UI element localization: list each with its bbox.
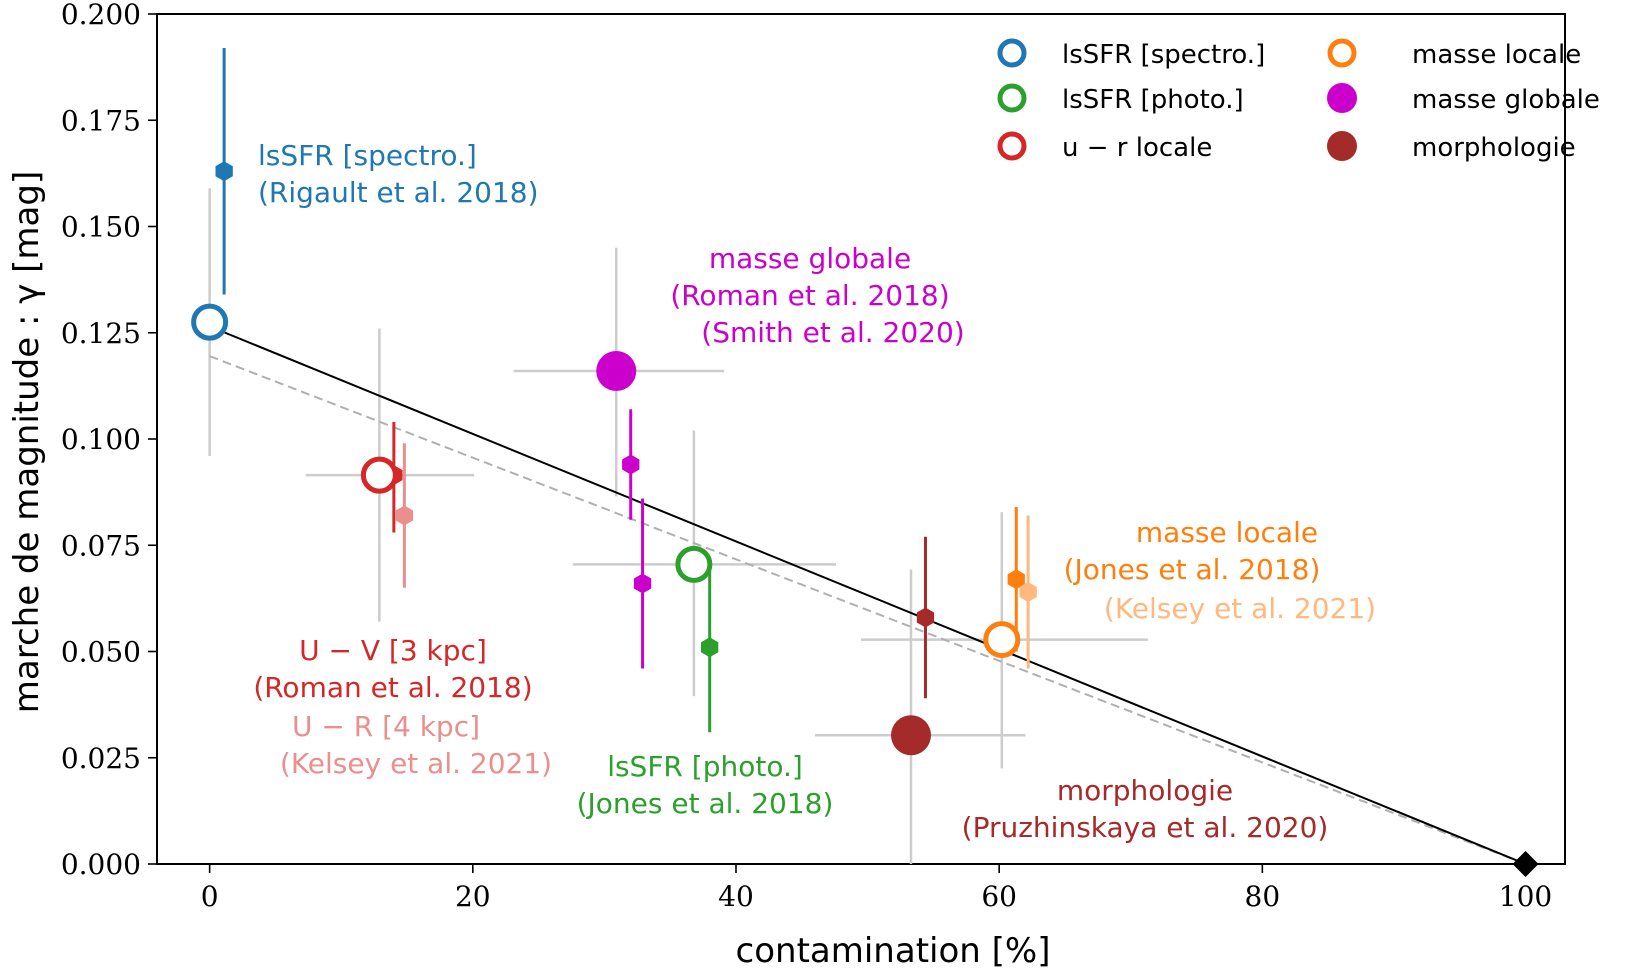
annotation-text: lsSFR [photo.] — [607, 750, 803, 783]
annotation-text: (Kelsey et al. 2021) — [1104, 592, 1376, 625]
main-point — [191, 303, 229, 341]
x-tick-label: 100 — [1499, 880, 1552, 913]
main-point — [983, 621, 1021, 659]
annotation-text: (Jones et al. 2018) — [1064, 553, 1321, 586]
annotation-text: (Jones et al. 2018) — [577, 787, 834, 820]
y-tick-label: 0.200 — [61, 0, 141, 31]
legend-marker — [1327, 38, 1357, 68]
x-axis-label: contamination [%] — [736, 931, 1051, 971]
study-point — [395, 505, 413, 526]
annotation-text: (Kelsey et al. 2021) — [280, 747, 552, 780]
x-tick-label: 0 — [201, 880, 219, 913]
study-point — [622, 454, 640, 475]
study-point — [633, 573, 652, 594]
y-axis-label: marche de magnitude : γ [mag] — [7, 171, 47, 713]
legend-label: masse globale — [1412, 85, 1600, 115]
legend-label: morphologie — [1412, 133, 1576, 163]
legend-label: u − r locale — [1062, 133, 1212, 163]
anchor-point — [1512, 851, 1539, 877]
legend-label: lsSFR [spectro.] — [1062, 40, 1265, 70]
legend-marker — [997, 38, 1027, 68]
y-tick-label: 0.175 — [61, 104, 141, 137]
annotation-text: morphologie — [1057, 774, 1233, 807]
study-point — [916, 607, 935, 628]
study-point — [215, 161, 233, 182]
annotation-text: masse globale — [709, 242, 911, 275]
annotation-text: (Roman et al. 2018) — [670, 279, 949, 312]
annotation-text: (Rigault et al. 2018) — [258, 176, 539, 209]
y-tick-label: 0.150 — [61, 211, 141, 244]
legend-label: masse locale — [1412, 40, 1581, 70]
x-tick-label: 20 — [455, 880, 491, 913]
y-tick-label: 0.100 — [61, 423, 141, 456]
legend-marker — [1327, 83, 1357, 113]
fit-line — [209, 325, 1526, 865]
main-point — [360, 456, 398, 494]
main-point — [596, 351, 637, 391]
legend-marker — [997, 83, 1027, 113]
x-tick-label: 80 — [1245, 880, 1281, 913]
legend: lsSFR [spectro.] lsSFR [photo.] u − r loca… — [997, 38, 1600, 163]
main-point — [675, 545, 713, 583]
plot-area: 0 20 40 60 80 100 0.000 0.025 0.050 0.075 0.100 0.1… — [61, 0, 1566, 913]
annotation-text: (Pruzhinskaya et al. 2020) — [962, 811, 1329, 844]
main-point — [891, 715, 932, 756]
study-point — [1019, 582, 1037, 602]
annotation-text: (Roman et al. 2018) — [253, 671, 532, 704]
x-tick-label: 40 — [718, 880, 754, 913]
annotation-text: U − R [4 kpc] — [292, 710, 480, 743]
annotation-text: (Smith et al. 2020) — [701, 316, 964, 349]
legend-marker — [997, 131, 1027, 161]
x-tick-label: 60 — [981, 880, 1017, 913]
y-tick-label: 0.125 — [61, 317, 141, 350]
study-point — [701, 637, 719, 658]
y-tick-label: 0.075 — [61, 529, 141, 562]
annotation-text: masse locale — [1136, 516, 1318, 549]
y-tick-label: 0.000 — [61, 848, 141, 881]
y-tick-label: 0.025 — [61, 742, 141, 775]
annotation-text: U − V [3 kpc] — [299, 634, 487, 667]
annotation-text: lsSFR [spectro.] — [258, 139, 477, 172]
legend-marker — [1327, 131, 1357, 161]
dashed-reference-line — [209, 355, 1526, 865]
study-point — [1007, 569, 1025, 590]
y-tick-label: 0.050 — [61, 636, 141, 669]
legend-label: lsSFR [photo.] — [1062, 85, 1244, 115]
